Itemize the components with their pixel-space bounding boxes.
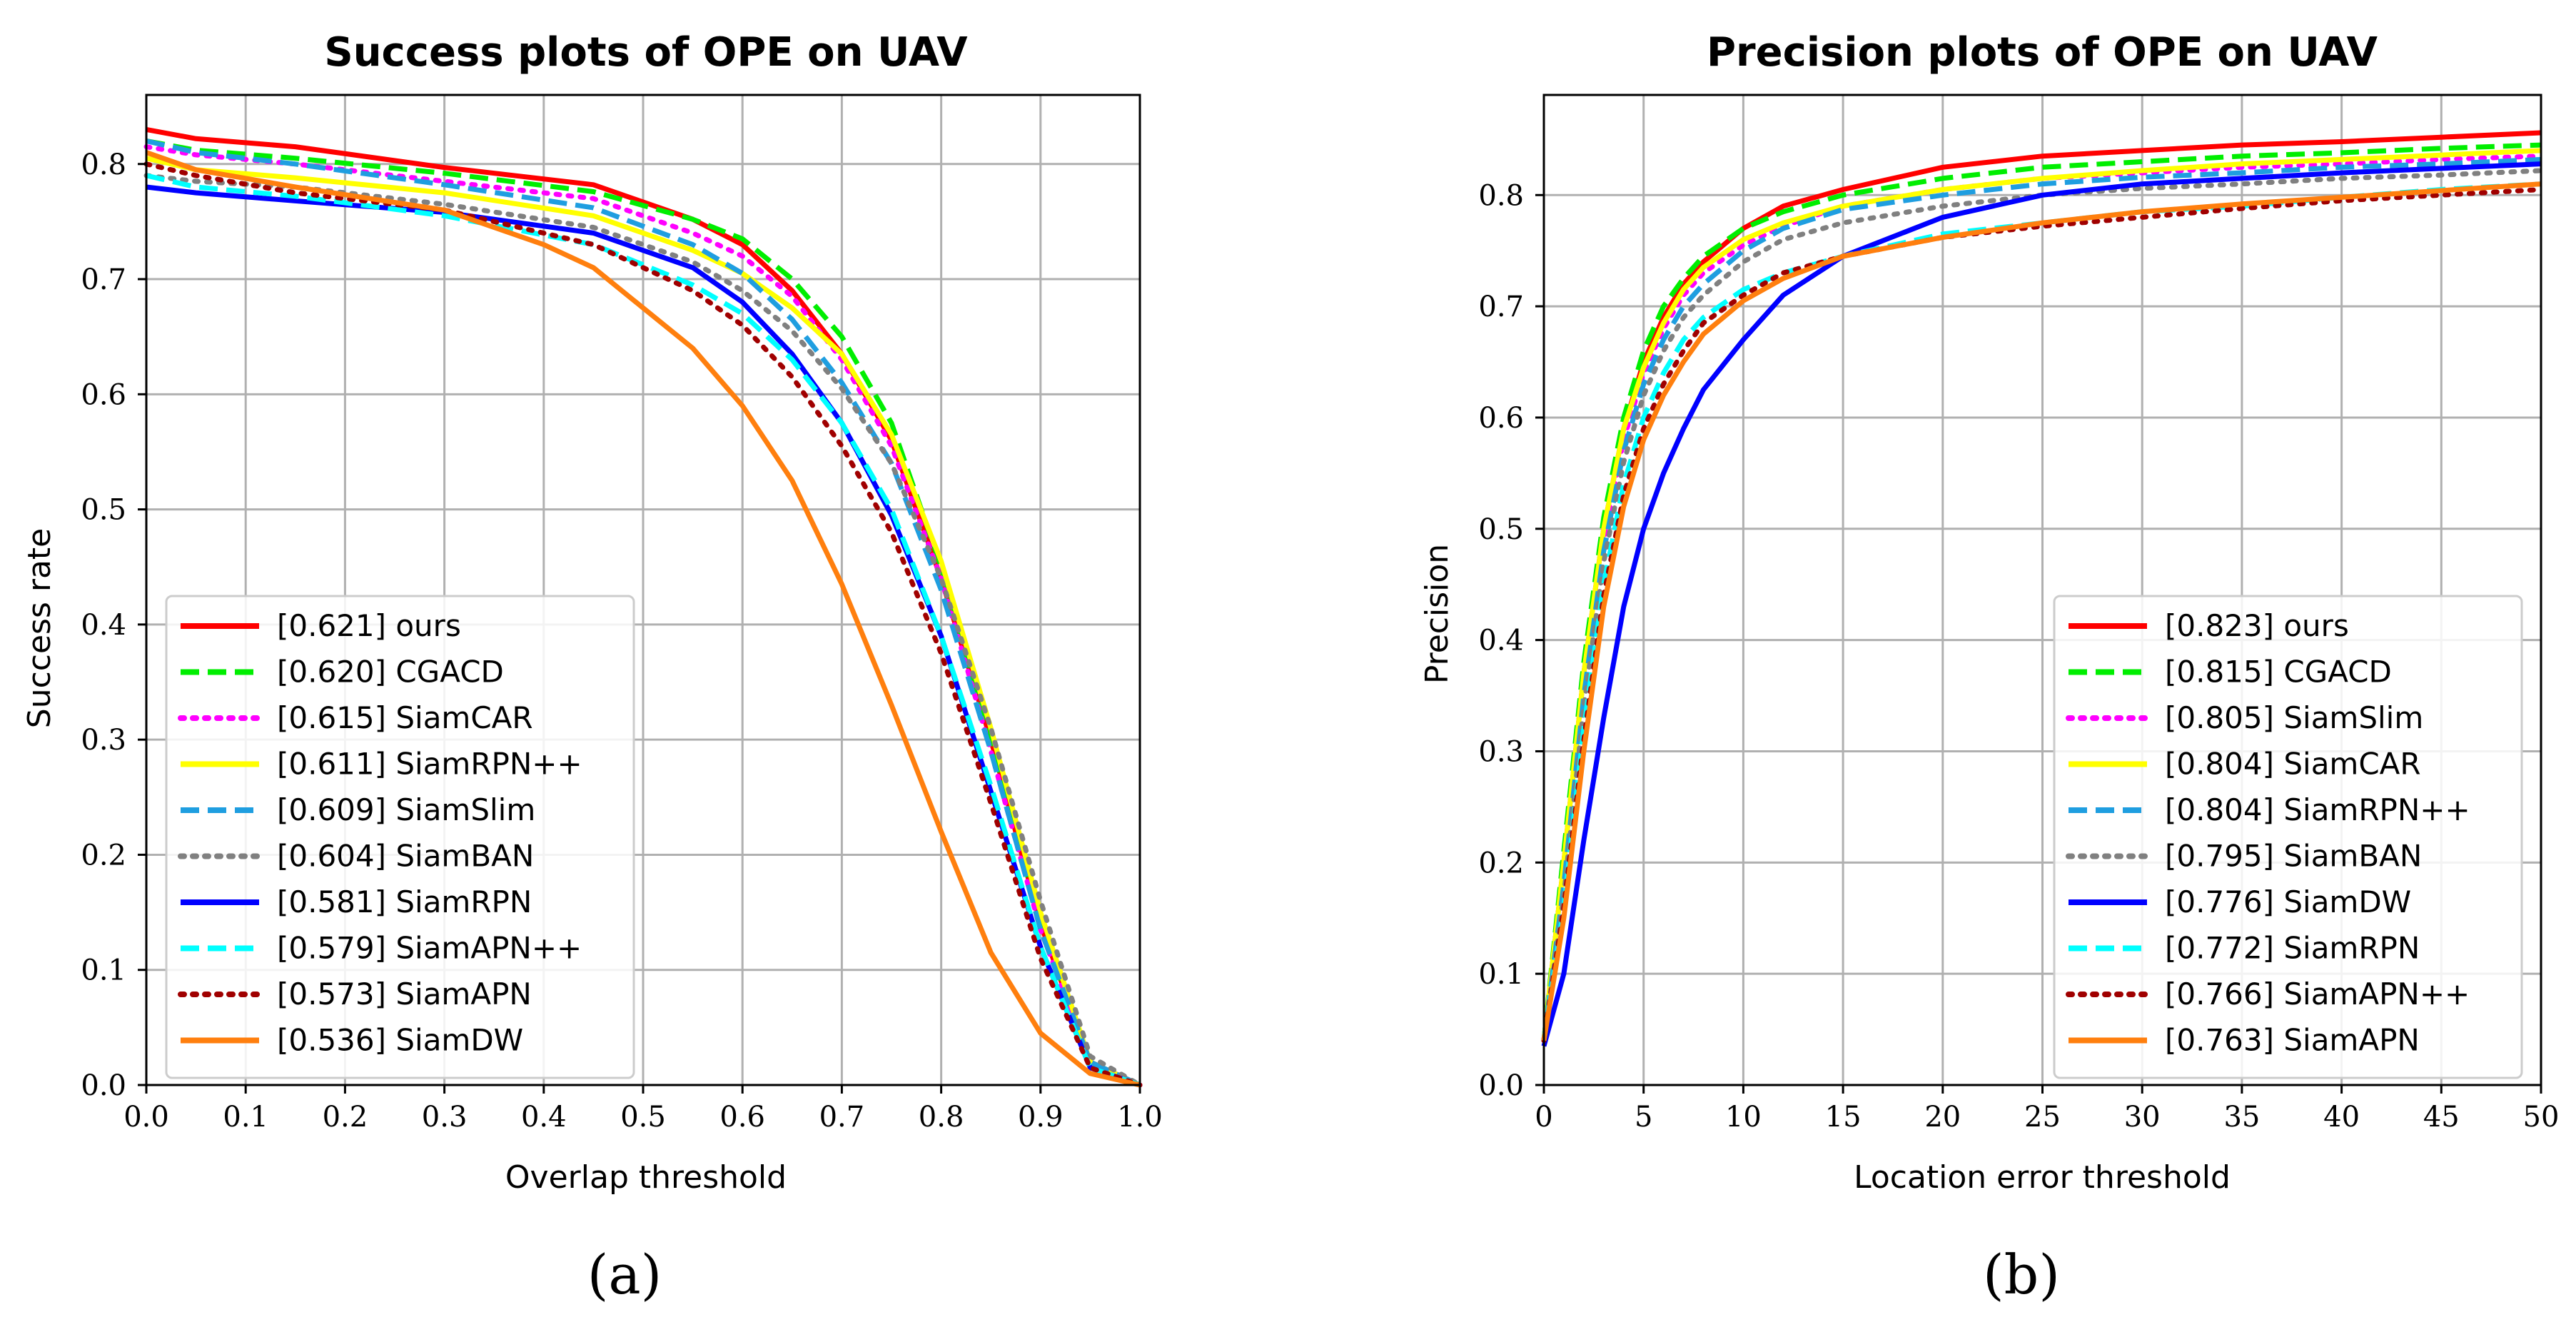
success-xtick-label: 0.7	[819, 1101, 865, 1134]
precision-xtick-label: 30	[2124, 1101, 2161, 1134]
caption-b: (b)	[1983, 1243, 2060, 1306]
precision-xtick-label: 0	[1535, 1101, 1552, 1134]
success-xtick-label: 1.0	[1117, 1101, 1163, 1134]
success-xtick-label: 0.2	[323, 1101, 368, 1134]
precision-series-line	[1541, 156, 2542, 1041]
precision-xtick-label: 40	[2323, 1101, 2360, 1134]
precision-plot-xlabel: Location error threshold	[1854, 1159, 2231, 1196]
success-xtick-label: 0.8	[919, 1101, 964, 1134]
precision-legend-label: [0.804] SiamRPN++	[2165, 792, 2470, 827]
success-xtick-label: 0.0	[123, 1101, 169, 1134]
precision-ytick-label: 0.8	[1478, 179, 1524, 212]
precision-series-line	[1541, 153, 2544, 1044]
caption-a: (a)	[587, 1243, 662, 1306]
success-legend-label: [0.536] SiamDW	[277, 1023, 523, 1058]
success-series-line	[146, 173, 1141, 1088]
success-ytick-label: 0.4	[81, 609, 126, 642]
success-legend-label: [0.581] SiamRPN	[277, 884, 532, 919]
precision-series-line	[1541, 148, 2542, 1041]
success-legend-label: [0.573] SiamAPN	[277, 977, 532, 1011]
precision-xtick-label: 10	[1725, 1101, 1762, 1134]
precision-series-line	[1541, 181, 2542, 1041]
success-legend-label: [0.620] CGACD	[277, 655, 504, 690]
success-legend	[165, 595, 635, 1079]
precision-series-line	[1541, 161, 2542, 1047]
precision-plot: Precision plots of OPE on UAV Location e…	[1419, 29, 2559, 1306]
success-xtick-label: 0.9	[1018, 1101, 1064, 1134]
precision-legend-label: [0.766] SiamAPN++	[2165, 977, 2470, 1011]
success-ytick-label: 0.2	[81, 839, 126, 872]
precision-legend	[2053, 595, 2523, 1079]
success-legend-label: [0.615] SiamCAR	[277, 700, 533, 735]
precision-legend-label: [0.795] SiamBAN	[2165, 839, 2422, 874]
precision-xtick-label: 35	[2223, 1101, 2260, 1134]
precision-legend-label: [0.815] CGACD	[2165, 655, 2392, 690]
precision-ytick-label: 0.3	[1478, 735, 1524, 768]
success-legend-label: [0.579] SiamAPN++	[277, 931, 582, 966]
success-ytick-label: 0.6	[81, 378, 126, 411]
success-legend-label: [0.609] SiamSlim	[277, 792, 535, 827]
precision-legend-label: [0.805] SiamSlim	[2165, 700, 2423, 735]
success-plot-ylabel: Success rate	[21, 528, 58, 728]
precision-xtick-label: 50	[2523, 1101, 2560, 1134]
success-plot: Success plots of OPE on UAV Overlap thre…	[21, 29, 1163, 1306]
precision-plot-ylabel: Precision	[1419, 544, 1455, 684]
precision-legend-label: [0.763] SiamAPN	[2165, 1023, 2420, 1058]
success-xtick-label: 0.1	[223, 1101, 268, 1134]
success-xtick-label: 0.6	[719, 1101, 765, 1134]
precision-legend-label: [0.823] ours	[2165, 608, 2349, 643]
success-ytick-label: 0.5	[81, 494, 126, 527]
precision-ytick-label: 0.1	[1478, 958, 1524, 991]
precision-xtick-label: 20	[1924, 1101, 1961, 1134]
success-xtick-label: 0.5	[620, 1101, 666, 1134]
precision-legend-label: [0.776] SiamDW	[2165, 884, 2411, 919]
precision-ytick-label: 0.0	[1478, 1069, 1524, 1102]
precision-xtick-label: 15	[1825, 1101, 1862, 1134]
precision-ytick-label: 0.2	[1478, 847, 1524, 879]
precision-ytick-label: 0.7	[1478, 291, 1524, 323]
precision-legend-label: [0.772] SiamRPN	[2165, 931, 2420, 966]
success-ytick-label: 0.0	[81, 1069, 126, 1102]
precision-legend-label: [0.804] SiamCAR	[2165, 747, 2421, 782]
precision-series-line	[1541, 168, 2544, 1044]
precision-xtick-label: 5	[1635, 1101, 1652, 1134]
success-series-line	[146, 138, 1141, 1088]
success-ytick-label: 0.8	[81, 148, 126, 181]
precision-xtick-label: 25	[2024, 1101, 2061, 1134]
success-ytick-label: 0.1	[81, 954, 126, 987]
success-series-line	[143, 161, 1143, 1088]
success-series-line	[145, 150, 1141, 1088]
success-plot-title: Success plots of OPE on UAV	[324, 29, 968, 76]
precision-ytick-label: 0.4	[1478, 625, 1524, 657]
success-xtick-label: 0.4	[521, 1101, 567, 1134]
success-ytick-label: 0.7	[81, 263, 126, 296]
precision-xtick-label: 45	[2423, 1101, 2460, 1134]
success-xtick-label: 0.3	[422, 1101, 468, 1134]
precision-ytick-label: 0.6	[1478, 402, 1524, 435]
precision-ytick-label: 0.5	[1478, 513, 1524, 546]
success-legend-label: [0.611] SiamRPN++	[277, 747, 582, 782]
success-legend-label: [0.604] SiamBAN	[277, 839, 534, 874]
success-legend-label: [0.621] ours	[277, 608, 461, 643]
success-ytick-label: 0.3	[81, 724, 126, 757]
success-plot-xlabel: Overlap threshold	[505, 1159, 787, 1196]
precision-plot-title: Precision plots of OPE on UAV	[1707, 29, 2378, 76]
